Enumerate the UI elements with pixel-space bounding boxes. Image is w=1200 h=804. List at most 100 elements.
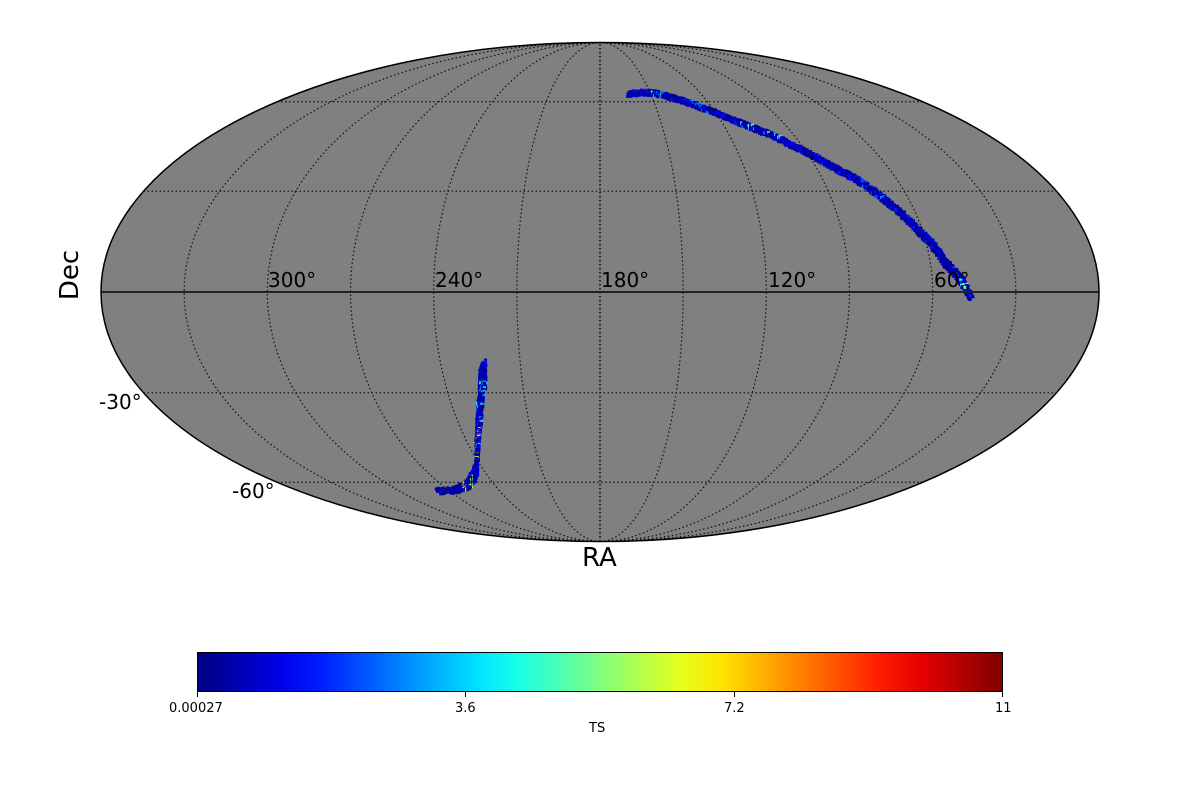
- ts-heatmap-layer: [434, 88, 975, 496]
- heatmap-pixel: [937, 256, 941, 260]
- colorbar-tick: [465, 692, 466, 697]
- heatmap-pixel: [479, 409, 483, 414]
- heatmap-pixel: [723, 117, 727, 121]
- heatmap-pixel: [819, 159, 823, 163]
- heatmap-pixel: [850, 177, 854, 181]
- heatmap-pixel: [949, 272, 953, 276]
- heatmap-pixel: [800, 146, 804, 150]
- heatmap-pixel: [925, 240, 929, 244]
- heatmap-pixel: [907, 215, 911, 219]
- heatmap-pixel: [824, 160, 828, 164]
- heatmap-pixel: [879, 193, 883, 197]
- heatmap-pixel: [866, 182, 870, 187]
- heatmap-pixel: [899, 212, 903, 216]
- heatmap-pixel: [915, 225, 919, 229]
- heatmap-pixel: [738, 123, 742, 127]
- heatmap-pixel: [653, 89, 657, 93]
- heatmap-pixel: [869, 191, 873, 195]
- heatmap-pixel: [929, 244, 933, 248]
- heatmap-pixel: [772, 133, 776, 137]
- heatmap-pixel: [934, 242, 938, 246]
- heatmap-pixel: [827, 160, 831, 164]
- heatmap-pixel: [819, 161, 823, 165]
- colorbar-tick-label: 7.2: [724, 701, 745, 716]
- heatmap-pixel: [793, 147, 797, 151]
- heatmap-pixel: [939, 249, 943, 254]
- heatmap-pixel: [919, 234, 923, 238]
- heatmap-pixel: [867, 188, 871, 192]
- heatmap-pixel: [876, 196, 880, 200]
- heatmap-pixel: [936, 251, 940, 255]
- heatmap-pixel: [698, 108, 702, 112]
- heatmap-pixel: [435, 489, 440, 493]
- heatmap-pixel: [734, 121, 738, 125]
- heatmap-pixel: [887, 198, 892, 202]
- heatmap-pixel: [650, 90, 654, 94]
- heatmap-pixel: [482, 386, 486, 390]
- heatmap-pixel: [789, 142, 793, 146]
- colorbar-tick-label: 0.00027: [169, 701, 223, 716]
- heatmap-pixel: [479, 403, 484, 407]
- heatmap-pixel: [915, 223, 919, 227]
- heatmap-pixel: [894, 208, 898, 212]
- heatmap-pixel: [483, 376, 487, 380]
- heatmap-pixel: [882, 195, 886, 199]
- heatmap-pixel: [921, 232, 925, 236]
- heatmap-pixel: [942, 257, 946, 261]
- heatmap-pixel: [715, 110, 720, 114]
- heatmap-pixel: [776, 138, 780, 142]
- heatmap-pixel: [848, 171, 853, 175]
- heatmap-pixel: [844, 169, 849, 173]
- heatmap-pixel: [482, 381, 487, 385]
- heatmap-pixel: [966, 284, 970, 288]
- heatmap-pixel: [672, 99, 676, 103]
- heatmap-pixel: [913, 223, 917, 227]
- heatmap-pixel: [677, 97, 681, 101]
- heatmap-pixel: [828, 165, 832, 169]
- heatmap-pixel: [855, 177, 859, 181]
- heatmap-pixel: [830, 166, 834, 171]
- heatmap-pixel: [890, 202, 894, 206]
- heatmap-pixel: [808, 155, 812, 159]
- heatmap-pixel: [932, 244, 936, 248]
- heatmap-pixel: [936, 248, 940, 252]
- heatmap-pixel: [740, 119, 744, 123]
- heatmap-pixel: [832, 163, 836, 167]
- heatmap-pixel: [967, 297, 972, 301]
- heatmap-pixel: [483, 360, 487, 364]
- heatmap-pixel: [844, 174, 848, 178]
- heatmap-pixel: [927, 239, 931, 243]
- heatmap-pixel: [872, 192, 876, 196]
- heatmap-pixel: [921, 229, 925, 233]
- colorbar-tick-label: 3.6: [455, 701, 476, 716]
- heatmap-pixel: [828, 162, 832, 166]
- colorbar: [197, 652, 1003, 692]
- heatmap-pixel: [931, 239, 935, 243]
- heatmap-pixel: [863, 180, 867, 184]
- heatmap-pixel: [925, 235, 929, 239]
- heatmap-pixel: [954, 272, 958, 276]
- heatmap-pixel: [483, 366, 487, 370]
- heatmap-pixel: [900, 217, 905, 221]
- heatmap-pixel: [700, 106, 704, 110]
- heatmap-pixel: [818, 156, 822, 160]
- heatmap-pixel: [966, 286, 970, 290]
- heatmap-pixel: [841, 173, 845, 177]
- heatmap-pixel: [786, 143, 790, 148]
- heatmap-pixel: [808, 150, 813, 154]
- heatmap-pixel: [942, 254, 946, 258]
- heatmap-pixel: [749, 126, 753, 130]
- heatmap-pixel: [857, 182, 861, 186]
- heatmap-pixel: [899, 208, 903, 212]
- heatmap-pixel: [834, 170, 839, 174]
- heatmap-pixel: [971, 295, 975, 299]
- heatmap-pixel: [882, 198, 886, 202]
- x-axis-title: RA: [582, 543, 617, 573]
- meridian-gridline: [599, 42, 934, 542]
- colorbar-title: TS: [589, 721, 606, 736]
- heatmap-pixel: [661, 95, 666, 99]
- heatmap-pixel: [733, 116, 737, 120]
- sky-boundary: [100, 41, 1100, 543]
- heatmap-pixel: [962, 278, 966, 282]
- heatmap-pixel: [797, 149, 801, 153]
